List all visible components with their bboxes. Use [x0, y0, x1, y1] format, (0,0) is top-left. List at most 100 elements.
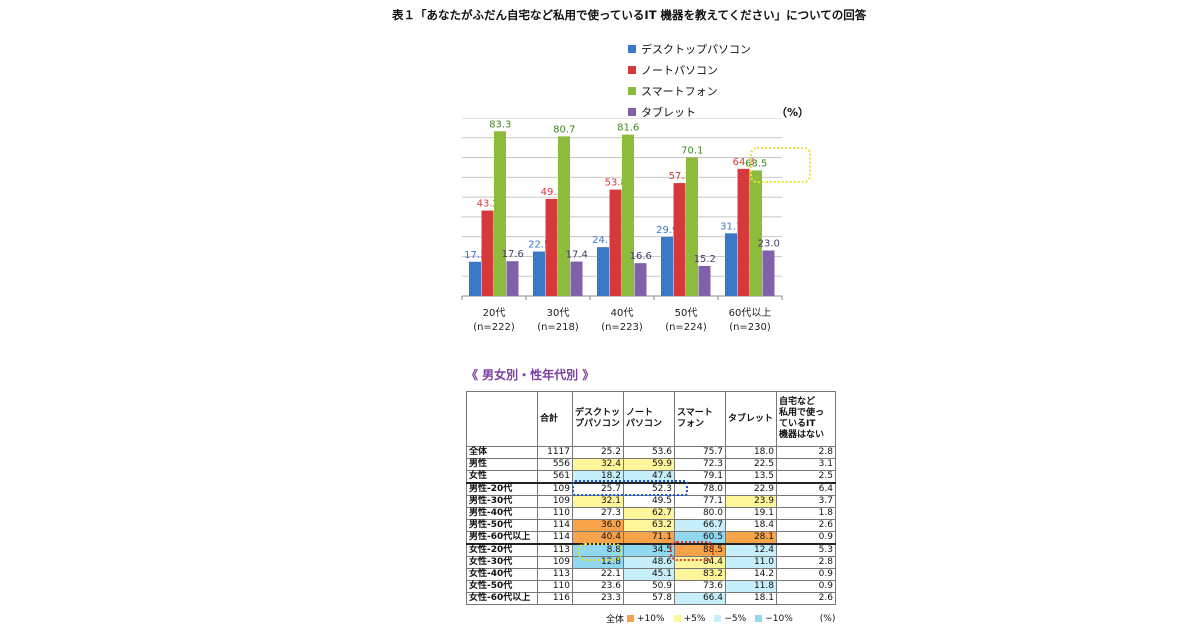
legend-item: デスクトップパソコン	[628, 38, 751, 59]
table-row: 女性-20代 113 8.8 34.5 88.5 12.4 5.3	[466, 543, 836, 557]
table-cell: 2.8	[776, 446, 836, 459]
table-cell: 73.6	[674, 580, 726, 593]
highlight-female-20s-desktop	[578, 543, 622, 561]
data-label: 22.5	[528, 240, 550, 251]
bar	[481, 210, 494, 296]
table-cell: 50.9	[623, 580, 675, 593]
table-cell: 116	[537, 592, 573, 605]
data-label: 17.4	[566, 250, 588, 261]
row-label: 男性	[466, 458, 538, 471]
row-label: 女性-50代	[466, 580, 538, 593]
table-cell: 556	[537, 458, 573, 471]
table-cell: 2.6	[776, 592, 836, 605]
category-label: 30代	[547, 307, 570, 319]
table-legend-label: +10%	[637, 613, 665, 624]
data-label: 43.2	[477, 199, 499, 210]
table-cell: 11.0	[725, 556, 777, 569]
table-cell: 2.5	[776, 470, 836, 484]
table-legend-unit: (%)	[819, 613, 836, 624]
table-cell: 561	[537, 470, 573, 484]
row-label: 全体	[466, 446, 538, 459]
bar	[750, 170, 762, 296]
bar	[634, 263, 647, 296]
table-legend-label: −5%	[724, 613, 747, 624]
table-cell: 36.0	[572, 519, 624, 532]
table-cell: 25.2	[572, 446, 624, 459]
section-title: 《 男女別・性年代別 》	[466, 368, 595, 382]
table-cell: 59.9	[623, 458, 675, 471]
category-n-label: (n=218)	[537, 322, 579, 333]
table-cell: 3.1	[776, 458, 836, 471]
table-row: 女性-50代 110 23.6 50.9 73.6 11.8 0.9	[466, 580, 836, 593]
bar	[570, 261, 583, 296]
bar	[597, 247, 609, 296]
column-header: タブレット	[725, 391, 777, 447]
table-cell: 22.9	[725, 482, 777, 496]
data-label: 83.3	[489, 119, 511, 130]
row-label: 男性-60代以上	[466, 531, 538, 545]
table-legend: 全体 +10% +5% −5% −10% (%)	[606, 612, 836, 626]
table-row: 女性 561 18.2 47.4 79.1 13.5 2.5	[466, 470, 836, 484]
bar	[494, 131, 506, 296]
table-row: 男性-60代以上 114 40.4 71.1 60.5 28.1 0.9	[466, 531, 836, 545]
data-label: 70.1	[681, 145, 703, 156]
table-cell: 13.5	[725, 470, 777, 484]
table-cell: 75.7	[674, 446, 726, 459]
row-label: 男性-50代	[466, 519, 538, 532]
table-cell: 72.3	[674, 458, 726, 471]
figure-title: 表１「あなたがふだん自宅など私用で使っているIT 機器を教えてください」について…	[392, 8, 867, 22]
category-n-label: (n=230)	[729, 322, 771, 333]
table-cell: 18.4	[725, 519, 777, 532]
legend-swatch	[628, 44, 636, 53]
category-n-label: (n=224)	[665, 322, 707, 333]
table-cell: 28.1	[725, 531, 777, 545]
bar	[533, 251, 545, 296]
bar	[558, 136, 570, 296]
table-cell: 80.0	[674, 507, 726, 520]
bar	[609, 189, 622, 296]
table-row: 男性-40代 110 27.3 62.7 80.0 19.1 1.8	[466, 507, 836, 520]
data-label: 57.1	[669, 171, 691, 182]
bar	[673, 183, 686, 296]
unit-label: （%）	[776, 106, 810, 119]
column-header: スマート フォン	[674, 391, 726, 447]
table-legend-swatch	[673, 615, 681, 622]
table-cell: 18.0	[725, 446, 777, 459]
table-cell: 45.1	[623, 568, 675, 581]
highlight-male-20s	[572, 480, 688, 496]
legend-item: タブレット	[628, 101, 751, 122]
column-header: ノート パソコン	[623, 391, 675, 447]
row-label: 女性-30代	[466, 556, 538, 569]
row-label: 男性-40代	[466, 507, 538, 520]
table-legend-swatch	[627, 615, 635, 622]
data-label: 15.2	[694, 254, 716, 265]
crosstab-table: 合計 デスクトッ プパソコン ノート パソコン スマート フォン タブレット 自宅など 私用で使っ…	[466, 391, 836, 605]
data-label: 17.3	[464, 250, 486, 261]
table-cell: 57.8	[623, 592, 675, 605]
row-label: 男性-30代	[466, 495, 538, 508]
table-row: 男性-30代 109 32.1 49.5 77.1 23.9 3.7	[466, 495, 836, 508]
table-cell: 18.1	[725, 592, 777, 605]
table-cell: 66.7	[674, 519, 726, 532]
bar-chart: 17.3 43.2 83.3 17.6 20代 (n=222) 22.5 49.1 80.7 17…	[461, 118, 783, 333]
table-cell: 3.7	[776, 495, 836, 508]
table-row: 男性-50代 114 36.0 63.2 66.7 18.4 2.6	[466, 519, 836, 532]
table-cell: 109	[537, 556, 573, 569]
table-legend-swatch	[714, 615, 722, 622]
table-row: 女性-30代 109 12.8 48.6 84.4 11.0 2.8	[466, 556, 836, 569]
table-cell: 109	[537, 482, 573, 496]
table-cell: 1.8	[776, 507, 836, 520]
highlight-circle-60s	[750, 147, 811, 183]
table-cell: 113	[537, 543, 573, 557]
column-header: 合計	[537, 391, 573, 447]
table-cell: 71.1	[623, 531, 675, 545]
table-cell: 114	[537, 519, 573, 532]
row-label: 男性-20代	[466, 482, 538, 496]
table-legend-label: +5%	[683, 613, 706, 624]
chart-legend: デスクトップパソコン ノートパソコン スマートフォン タブレット	[628, 38, 751, 122]
bar	[622, 134, 634, 296]
row-label: 女性-20代	[466, 543, 538, 557]
highlight-female-20s-smartphone	[670, 541, 714, 561]
table-cell: 48.6	[623, 556, 675, 569]
bar	[698, 265, 711, 296]
